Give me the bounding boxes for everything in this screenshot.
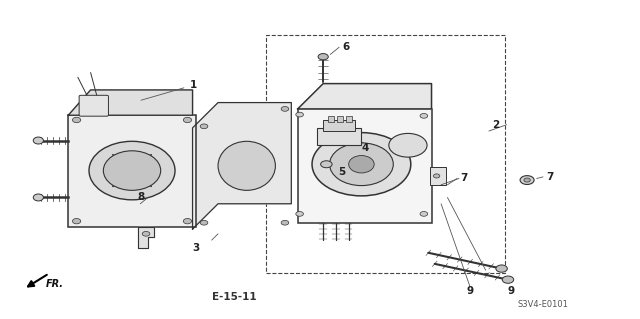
Text: E-15-11: E-15-11	[212, 292, 256, 302]
Text: 8: 8	[138, 192, 145, 203]
Ellipse shape	[524, 178, 531, 182]
Ellipse shape	[218, 141, 275, 190]
Ellipse shape	[420, 114, 428, 118]
Text: 4: 4	[362, 144, 369, 153]
Ellipse shape	[502, 276, 514, 283]
Ellipse shape	[103, 151, 161, 190]
Ellipse shape	[142, 232, 150, 236]
Ellipse shape	[33, 137, 44, 144]
Text: FR.: FR.	[46, 279, 64, 289]
Ellipse shape	[200, 220, 208, 225]
Polygon shape	[298, 84, 431, 109]
Polygon shape	[68, 90, 193, 115]
Ellipse shape	[420, 211, 428, 216]
Text: 6: 6	[342, 42, 349, 52]
Text: 7: 7	[546, 172, 554, 182]
Ellipse shape	[281, 107, 289, 111]
Ellipse shape	[200, 124, 208, 129]
Ellipse shape	[296, 211, 303, 216]
FancyBboxPatch shape	[79, 95, 108, 116]
Ellipse shape	[281, 220, 289, 225]
Ellipse shape	[33, 194, 44, 201]
Bar	[266, 34, 505, 273]
Ellipse shape	[330, 143, 394, 186]
FancyBboxPatch shape	[317, 128, 362, 145]
FancyBboxPatch shape	[298, 109, 431, 223]
Ellipse shape	[183, 219, 191, 224]
FancyBboxPatch shape	[346, 116, 352, 122]
Text: 5: 5	[338, 167, 345, 177]
Ellipse shape	[349, 156, 374, 173]
FancyBboxPatch shape	[337, 116, 343, 122]
Ellipse shape	[321, 161, 332, 168]
Text: 3: 3	[192, 243, 200, 253]
FancyBboxPatch shape	[328, 116, 334, 122]
FancyBboxPatch shape	[429, 167, 445, 185]
Ellipse shape	[89, 141, 175, 200]
Ellipse shape	[496, 265, 508, 272]
Ellipse shape	[72, 117, 81, 123]
Text: 9: 9	[508, 286, 515, 296]
Ellipse shape	[72, 219, 81, 224]
Text: S3V4-E0101: S3V4-E0101	[518, 300, 568, 309]
Ellipse shape	[520, 176, 534, 184]
Ellipse shape	[318, 54, 328, 60]
Polygon shape	[138, 227, 154, 248]
Polygon shape	[193, 103, 291, 229]
Text: 1: 1	[141, 80, 196, 100]
Ellipse shape	[296, 112, 303, 117]
Ellipse shape	[389, 133, 427, 157]
Text: 2: 2	[492, 120, 499, 130]
Text: 7: 7	[460, 174, 468, 183]
FancyBboxPatch shape	[68, 115, 196, 227]
Ellipse shape	[183, 117, 191, 123]
Ellipse shape	[312, 133, 411, 196]
Ellipse shape	[433, 174, 440, 178]
Text: 9: 9	[466, 286, 474, 296]
FancyBboxPatch shape	[323, 120, 355, 131]
